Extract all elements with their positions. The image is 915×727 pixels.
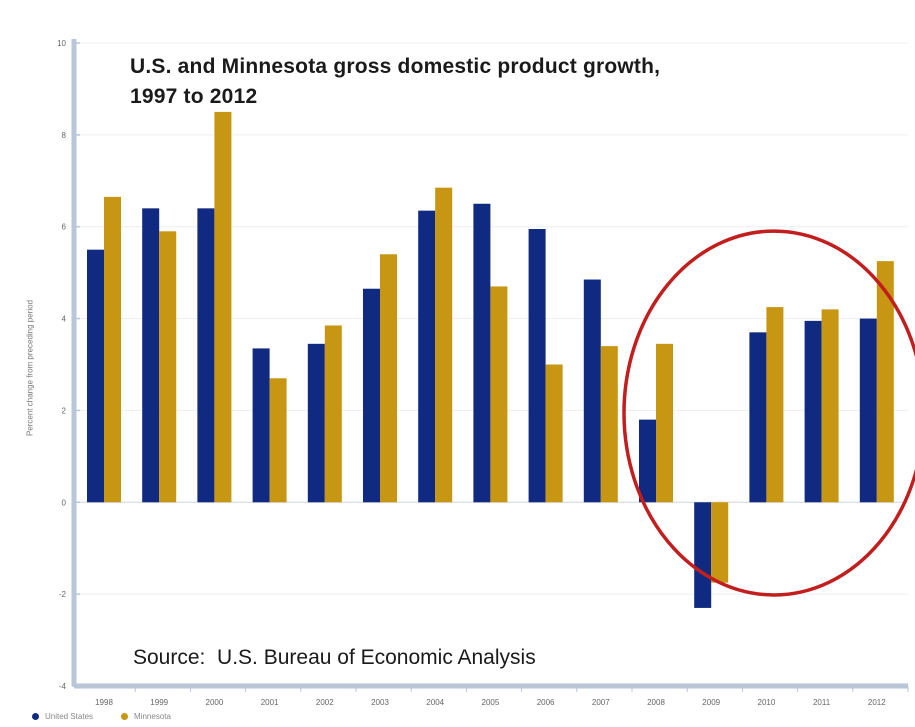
x-tick-label-2005: 2005 (482, 698, 500, 707)
bar-mn-2003 (380, 254, 397, 503)
y-tick-label-2: 6 (62, 223, 67, 232)
bar-mn-2005 (490, 286, 508, 503)
x-tick-label-1998: 1998 (95, 698, 113, 707)
legend: United States Minnesota (32, 712, 171, 721)
y-axis-title: Percent change from preceding period (25, 299, 35, 437)
axes (71, 39, 909, 692)
legend-label-minnesota: Minnesota (134, 712, 171, 721)
bar-mn-2011 (821, 309, 839, 503)
bar-us-2008 (639, 419, 656, 503)
bar-us-2006 (528, 229, 546, 503)
y-tick-label-3: 4 (62, 315, 67, 324)
bar-us-2007 (583, 279, 601, 503)
x-tick-label-2001: 2001 (261, 698, 279, 707)
bar-us-1999 (142, 208, 160, 503)
chart-title-line-1: U.S. and Minnesota gross domestic produc… (130, 55, 661, 78)
y-tick-label-7: -4 (59, 682, 67, 691)
y-tick-label-1: 8 (62, 131, 67, 140)
bar-us-2012 (859, 318, 877, 503)
chart-title: U.S. and Minnesota gross domestic produc… (130, 52, 830, 112)
bar-mn-2000 (214, 111, 232, 503)
bar-us-2009 (694, 502, 712, 608)
y-tick-label-0: 10 (57, 39, 66, 48)
x-tick-label-2000: 2000 (206, 698, 224, 707)
bar-mn-2006 (545, 364, 563, 503)
bar-mn-2004 (435, 187, 453, 503)
bar-us-2010 (749, 332, 767, 503)
bar-mn-2007 (600, 346, 618, 503)
bar-mn-2008 (656, 343, 673, 503)
bar-us-2000 (197, 208, 215, 503)
bar-us-2003 (363, 288, 380, 503)
tick-labels: 10 8 6 4 2 0 -2 -4 1998 1999 2000 2001 2002 2003 2004 2… (57, 39, 886, 707)
legend-item-minnesota[interactable]: Minnesota (121, 712, 171, 721)
bars (87, 111, 894, 608)
bar-us-2001 (252, 348, 270, 503)
bar-us-2005 (473, 203, 491, 503)
bar-mn-1998 (104, 196, 121, 503)
bar-mn-2002 (324, 325, 342, 503)
y-tick-label-6: -2 (59, 590, 67, 599)
bar-us-1998 (87, 249, 104, 503)
y-tick-label-5: 0 (62, 498, 67, 507)
bar-us-2004 (418, 210, 436, 503)
highlight-layer (622, 229, 915, 597)
x-tick-label-2006: 2006 (537, 698, 555, 707)
legend-swatch-minnesota (121, 713, 129, 720)
x-tick-label-1999: 1999 (150, 698, 168, 707)
bar-mn-2001 (269, 378, 287, 503)
bar-mn-2012 (876, 261, 894, 503)
x-tick-label-2012: 2012 (868, 698, 886, 707)
x-tick-label-2009: 2009 (702, 698, 720, 707)
bar-mn-2010 (766, 307, 784, 503)
legend-swatch-united-states (32, 713, 39, 720)
bar-mn-1999 (159, 231, 177, 503)
legend-label-united-states: United States (45, 712, 94, 721)
chart-title-line-2: 1997 to 2012 (130, 85, 258, 108)
highlight-circle (622, 229, 915, 597)
x-tick-label-2008: 2008 (647, 698, 665, 707)
y-tick-label-4: 2 (62, 406, 67, 415)
x-tick-label-2002: 2002 (316, 698, 334, 707)
x-tick-label-2010: 2010 (758, 698, 776, 707)
bar-mn-2009 (711, 502, 729, 583)
bar-us-2002 (307, 343, 325, 503)
x-tick-label-2003: 2003 (371, 698, 389, 707)
legend-item-united-states[interactable]: United States (32, 712, 93, 721)
x-tick-label-2007: 2007 (592, 698, 610, 707)
x-tick-label-2011: 2011 (813, 698, 831, 707)
source-note: Source: U.S. Bureau of Economic Analysis (133, 646, 536, 669)
x-tick-label-2004: 2004 (426, 698, 444, 707)
bar-us-2011 (804, 320, 822, 503)
